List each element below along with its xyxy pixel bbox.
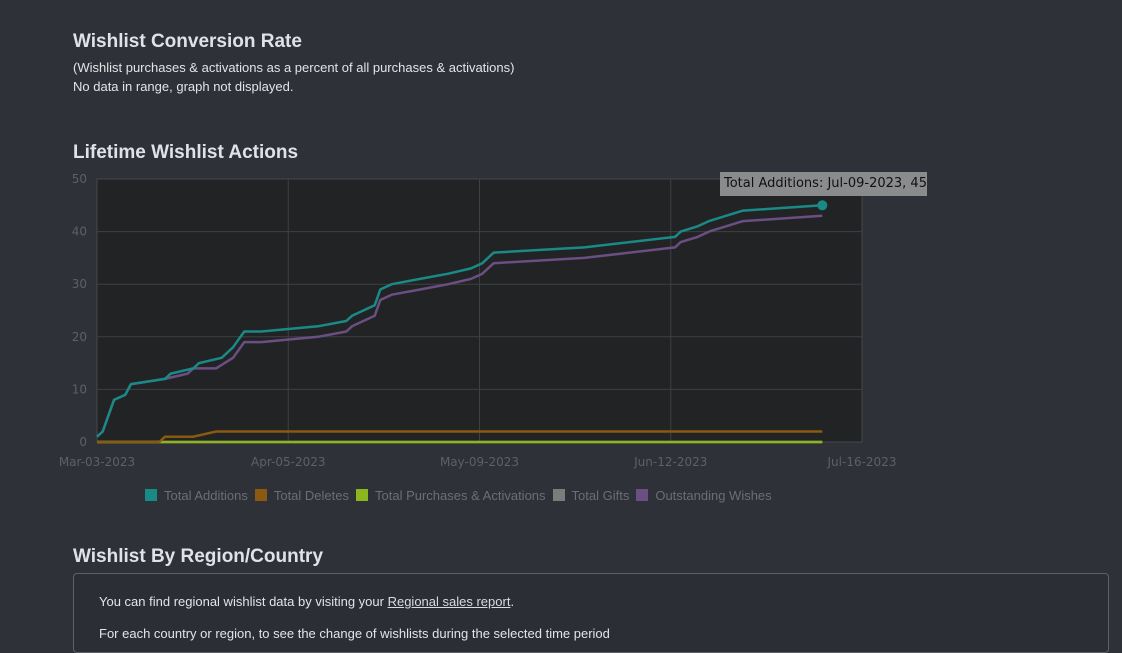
y-tick-label: 40 [72, 225, 87, 239]
x-tick-label: Jun-12-2023 [633, 455, 707, 469]
region-title: Wishlist By Region/Country [73, 546, 324, 567]
grid [97, 179, 862, 442]
legend-label: Total Additions [164, 487, 248, 503]
legend-swatch [145, 489, 157, 501]
x-tick-label: May-09-2023 [440, 455, 519, 469]
legend-swatch [636, 489, 649, 501]
legend-item[interactable]: Total Deletes [254, 487, 349, 503]
lifetime-title: Lifetime Wishlist Actions [73, 142, 299, 163]
legend-swatch [356, 489, 368, 501]
legend-swatch [552, 489, 565, 501]
y-tick-label: 20 [72, 330, 87, 344]
lifetime-chart[interactable]: 0 10 20 30 40 50 Mar-03-2023 Apr-05-2023 May-09… [0, 0, 1122, 631]
region-text-after: . [510, 594, 515, 609]
legend-label: Outstanding Wishes [655, 487, 772, 503]
conversion-no-data: No data in range, graph not displayed. [73, 79, 294, 94]
series-line-total-additions[interactable] [96, 204, 823, 438]
chart-legend: Total Additions Total Deletes Total Purcha… [145, 486, 779, 504]
series-group [96, 204, 823, 444]
y-tick-label: 50 [72, 172, 87, 186]
legend-label: Total Purchases & Activations [375, 487, 546, 503]
y-axis: 0 10 20 30 40 50 [72, 172, 87, 449]
y-tick-label: 30 [72, 277, 87, 291]
regional-sales-report-link[interactable]: Regional sales report [387, 594, 511, 609]
series-line-total-deletes[interactable] [97, 430, 823, 444]
legend-swatch [254, 489, 267, 501]
legend-item[interactable]: Total Additions [145, 488, 248, 503]
legend-item[interactable]: Total Purchases & Activations [356, 488, 546, 503]
region-info-text-2: For each country or region, to see the c… [99, 626, 610, 641]
chart-tooltip: Total Additions: Jul-09-2023, 45 [720, 172, 927, 196]
region-text-before: You can find regional wishlist data by v… [99, 594, 388, 609]
y-tick-label: 0 [79, 435, 87, 449]
legend-label: Total Deletes [273, 487, 349, 503]
x-tick-label: Mar-03-2023 [59, 455, 135, 469]
hover-point[interactable] [817, 200, 828, 211]
x-tick-label: Apr-05-2023 [251, 455, 325, 469]
legend-label: Total Gifts [571, 487, 630, 503]
y-tick-label: 10 [72, 382, 87, 396]
legend-item[interactable]: Outstanding Wishes [636, 487, 772, 503]
region-info-box: You can find regional wishlist data by v… [73, 573, 1109, 653]
x-axis: Mar-03-2023 Apr-05-2023 May-09-2023 Jun-12-… [59, 455, 897, 469]
region-info-text: You can find regional wishlist data by v… [99, 594, 514, 609]
legend-item[interactable]: Total Gifts [552, 487, 630, 503]
x-tick-label: Jul-16-2023 [827, 455, 897, 469]
conversion-title: Wishlist Conversion Rate [73, 31, 302, 52]
conversion-subtitle: (Wishlist purchases & activations as a p… [73, 60, 515, 75]
